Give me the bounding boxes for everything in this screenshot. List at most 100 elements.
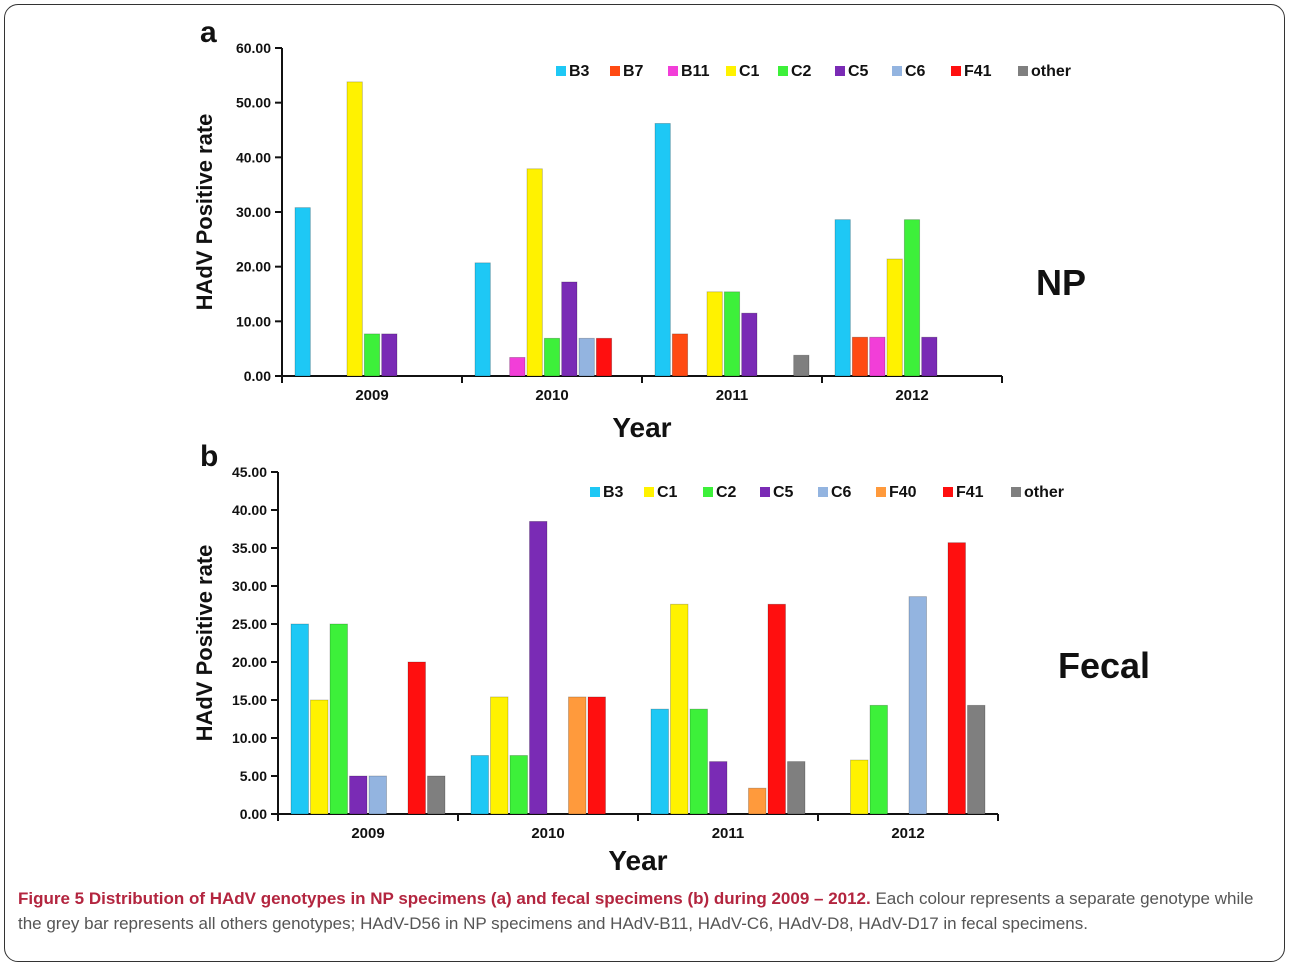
bar-c5-2011 [741, 312, 758, 377]
bar-b11-2010 [509, 357, 526, 377]
y-tick-label: 20.00 [232, 654, 267, 670]
bar-c6-2009 [368, 775, 387, 815]
bar-c6-2010 [578, 337, 595, 377]
y-tick-label: 50.00 [236, 95, 271, 111]
bar-b11-2012 [869, 336, 886, 377]
legend-swatch-b3 [590, 487, 600, 497]
legend-swatch-b7 [610, 66, 620, 76]
legend-swatch-f41 [943, 487, 953, 497]
bar-c5-2010 [529, 521, 548, 815]
legend-label-b3: B3 [569, 63, 590, 80]
legend-swatch-c5 [760, 487, 770, 497]
panel-label: b [200, 440, 218, 473]
y-tick-label: 45.00 [232, 464, 267, 480]
bar-c1-2010 [490, 696, 509, 815]
bar-c1-2011 [706, 291, 723, 377]
bar-b3-2011 [650, 708, 669, 815]
bar-c6-2012 [908, 596, 927, 815]
bar-other-2012 [967, 704, 986, 815]
legend-label-c2: C2 [791, 63, 812, 80]
caption-title: Figure 5 Distribution of HAdV genotypes … [18, 889, 871, 908]
bar-c2-2009 [363, 333, 381, 377]
bar-c1-2012 [886, 258, 903, 377]
legend-label-other: other [1031, 63, 1071, 80]
side-label: Fecal [1058, 645, 1150, 686]
bar-other-2011 [787, 761, 806, 815]
bar-f41-2012 [947, 542, 966, 815]
legend-label-b11: B11 [681, 63, 710, 80]
bar-c2-2009 [329, 623, 348, 815]
legend-label-c6: C6 [831, 484, 852, 501]
y-tick-label: 10.00 [236, 313, 271, 329]
legend-swatch-f41 [951, 66, 961, 76]
y-tick-label: 15.00 [232, 692, 267, 708]
x-tick-label: 2011 [712, 825, 745, 842]
y-tick-label: 0.00 [240, 806, 267, 822]
legend-swatch-other [1018, 66, 1028, 76]
panel-label: a [200, 16, 217, 49]
bar-c1-2010 [526, 168, 543, 377]
legend-label-f41: F41 [964, 63, 992, 80]
legend-swatch-c5 [835, 66, 845, 76]
legend-swatch-c6 [892, 66, 902, 76]
legend-label-c6: C6 [905, 63, 926, 80]
bar-b3-2011 [654, 123, 671, 377]
legend-swatch-c1 [644, 487, 654, 497]
side-label: NP [1036, 262, 1086, 303]
y-axis-title: HAdV Positive rate [192, 114, 217, 311]
legend-swatch-other [1011, 487, 1021, 497]
bar-b7-2012 [851, 336, 869, 377]
bar-f40-2010 [568, 696, 587, 815]
bar-c2-2012 [869, 704, 888, 815]
legend-label-c5: C5 [773, 484, 794, 501]
x-tick-label: 2012 [895, 387, 928, 404]
figure-frame [4, 4, 1285, 962]
chart-panel-a: a NP HAdV Positive rate 0.00 10.00 20.00 30.00… [192, 16, 1086, 443]
legend-label-c1: C1 [657, 484, 678, 501]
x-axis-title: Year [608, 845, 667, 876]
y-tick-label: 5.00 [240, 768, 267, 784]
bar-b7-2011 [671, 333, 689, 377]
bar-f41-2010 [595, 337, 613, 377]
x-tick-label: 2010 [535, 387, 568, 404]
bar-c2-2011 [723, 291, 741, 377]
bar-c1-2009 [346, 81, 363, 377]
legend-label-other: other [1024, 484, 1064, 501]
bar-c2-2010 [509, 755, 528, 815]
y-tick-label: 35.00 [232, 540, 267, 556]
bar-f41-2011 [767, 603, 786, 815]
bar-c1-2012 [850, 759, 869, 815]
legend-label-b7: B7 [623, 63, 644, 80]
bar-f40-2011 [748, 787, 767, 815]
legend-swatch-c2 [703, 487, 713, 497]
legend-swatch-c2 [778, 66, 788, 76]
x-tick-label: 2009 [355, 387, 388, 404]
bar-c2-2012 [903, 219, 921, 377]
bar-b3-2010 [470, 755, 489, 815]
bar-c1-2009 [310, 699, 329, 815]
y-tick-label: 25.00 [232, 616, 267, 632]
x-tick-label: 2010 [531, 825, 564, 842]
legend-swatch-c1 [726, 66, 736, 76]
y-tick-label: 30.00 [236, 204, 271, 220]
y-tick-label: 30.00 [232, 578, 267, 594]
y-tick-label: 40.00 [232, 502, 267, 518]
figure-caption: Figure 5 Distribution of HAdV genotypes … [18, 886, 1273, 936]
legend-label-c1: C1 [739, 63, 760, 80]
y-tick-label: 60.00 [236, 40, 271, 56]
y-tick-label: 40.00 [236, 149, 271, 165]
bar-c5-2009 [381, 333, 398, 377]
bar-f41-2010 [587, 696, 606, 815]
bar-c2-2011 [689, 708, 708, 815]
bar-c1-2011 [670, 603, 689, 815]
bar-b3-2010 [474, 262, 491, 377]
bar-other-2009 [427, 775, 446, 815]
y-tick-label: 20.00 [236, 259, 271, 275]
y-tick-label: 0.00 [244, 368, 271, 384]
y-axis-title: HAdV Positive rate [192, 545, 217, 742]
caption-text: Each colour represents a separate genoty… [18, 889, 1254, 933]
bar-c5-2010 [561, 281, 578, 377]
legend-label-c5: C5 [848, 63, 869, 80]
y-tick-label: 10.00 [232, 730, 267, 746]
bar-c5-2009 [349, 775, 368, 815]
